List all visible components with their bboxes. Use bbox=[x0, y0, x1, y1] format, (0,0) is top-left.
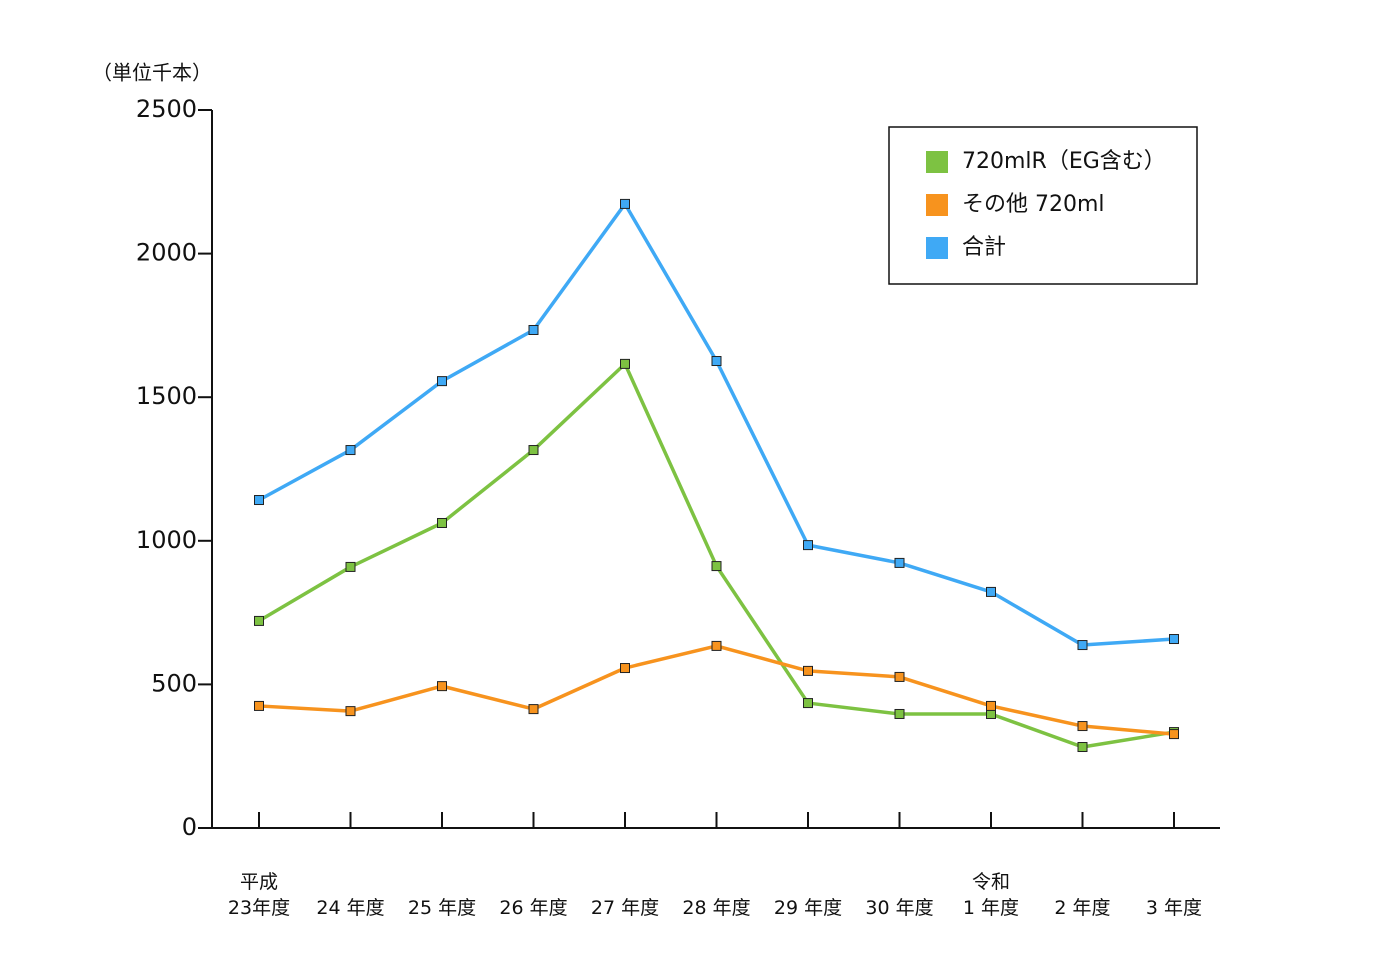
data-point bbox=[711, 561, 722, 572]
x-tick-label: 27 年度 bbox=[590, 897, 660, 919]
x-tick-label: 24 年度 bbox=[316, 897, 385, 919]
data-point bbox=[345, 561, 356, 572]
data-point bbox=[894, 671, 905, 682]
data-point bbox=[803, 698, 813, 709]
series-line bbox=[258, 362, 1175, 749]
data-point bbox=[437, 681, 447, 692]
legend-label: その他 720ml bbox=[962, 192, 1105, 217]
data-point bbox=[528, 445, 539, 456]
legend-label: 720mlR（EG含む） bbox=[962, 149, 1166, 174]
data-point bbox=[986, 700, 996, 711]
data-point bbox=[711, 640, 722, 651]
series-line bbox=[258, 644, 1175, 736]
x-tick-label: 平成 23年度 bbox=[227, 871, 291, 919]
data-point bbox=[1169, 729, 1179, 740]
data-point bbox=[345, 445, 356, 456]
data-point bbox=[254, 615, 264, 626]
data-point bbox=[254, 700, 264, 711]
y-tick-label: 1000 bbox=[136, 526, 197, 554]
data-point bbox=[620, 198, 630, 209]
data-point bbox=[437, 376, 447, 387]
data-point bbox=[986, 586, 996, 597]
x-tick-label: 25 年度 bbox=[407, 897, 477, 919]
data-point bbox=[620, 663, 630, 674]
y-tick-label: 0 bbox=[182, 813, 197, 841]
legend-swatch bbox=[926, 237, 948, 259]
y-tick-label: 2000 bbox=[136, 239, 197, 267]
legend-label: 合計 bbox=[962, 235, 1006, 260]
y-tick-label: 500 bbox=[151, 669, 197, 697]
legend-swatch bbox=[926, 194, 948, 216]
data-point bbox=[345, 706, 356, 717]
x-tick-label: 28 年度 bbox=[682, 897, 751, 919]
unit-label: （単位千本） bbox=[92, 61, 212, 85]
data-point bbox=[1077, 721, 1088, 732]
data-point bbox=[1077, 742, 1088, 753]
data-point bbox=[894, 708, 905, 719]
x-tick-label: 26 年度 bbox=[499, 897, 568, 919]
data-point bbox=[803, 540, 813, 551]
x-tick-label: 3 年度 bbox=[1145, 897, 1203, 919]
x-tick-label: 30 年度 bbox=[865, 897, 934, 919]
y-tick-label: 2500 bbox=[136, 95, 197, 123]
data-point bbox=[254, 495, 264, 506]
data-point bbox=[620, 358, 630, 369]
legend-swatch bbox=[926, 151, 948, 173]
x-tick-label: 2 年度 bbox=[1054, 897, 1111, 919]
data-point bbox=[803, 665, 813, 676]
data-point bbox=[437, 517, 447, 528]
x-tick-label: 29 年度 bbox=[773, 897, 843, 919]
y-tick-label: 1500 bbox=[136, 382, 197, 410]
data-point bbox=[528, 324, 539, 335]
x-tick-label: 令和 1 年度 bbox=[962, 871, 1020, 919]
data-point bbox=[894, 557, 905, 568]
data-point bbox=[711, 356, 722, 367]
data-point bbox=[528, 704, 539, 715]
data-point bbox=[1077, 640, 1088, 651]
data-point bbox=[1169, 634, 1179, 645]
